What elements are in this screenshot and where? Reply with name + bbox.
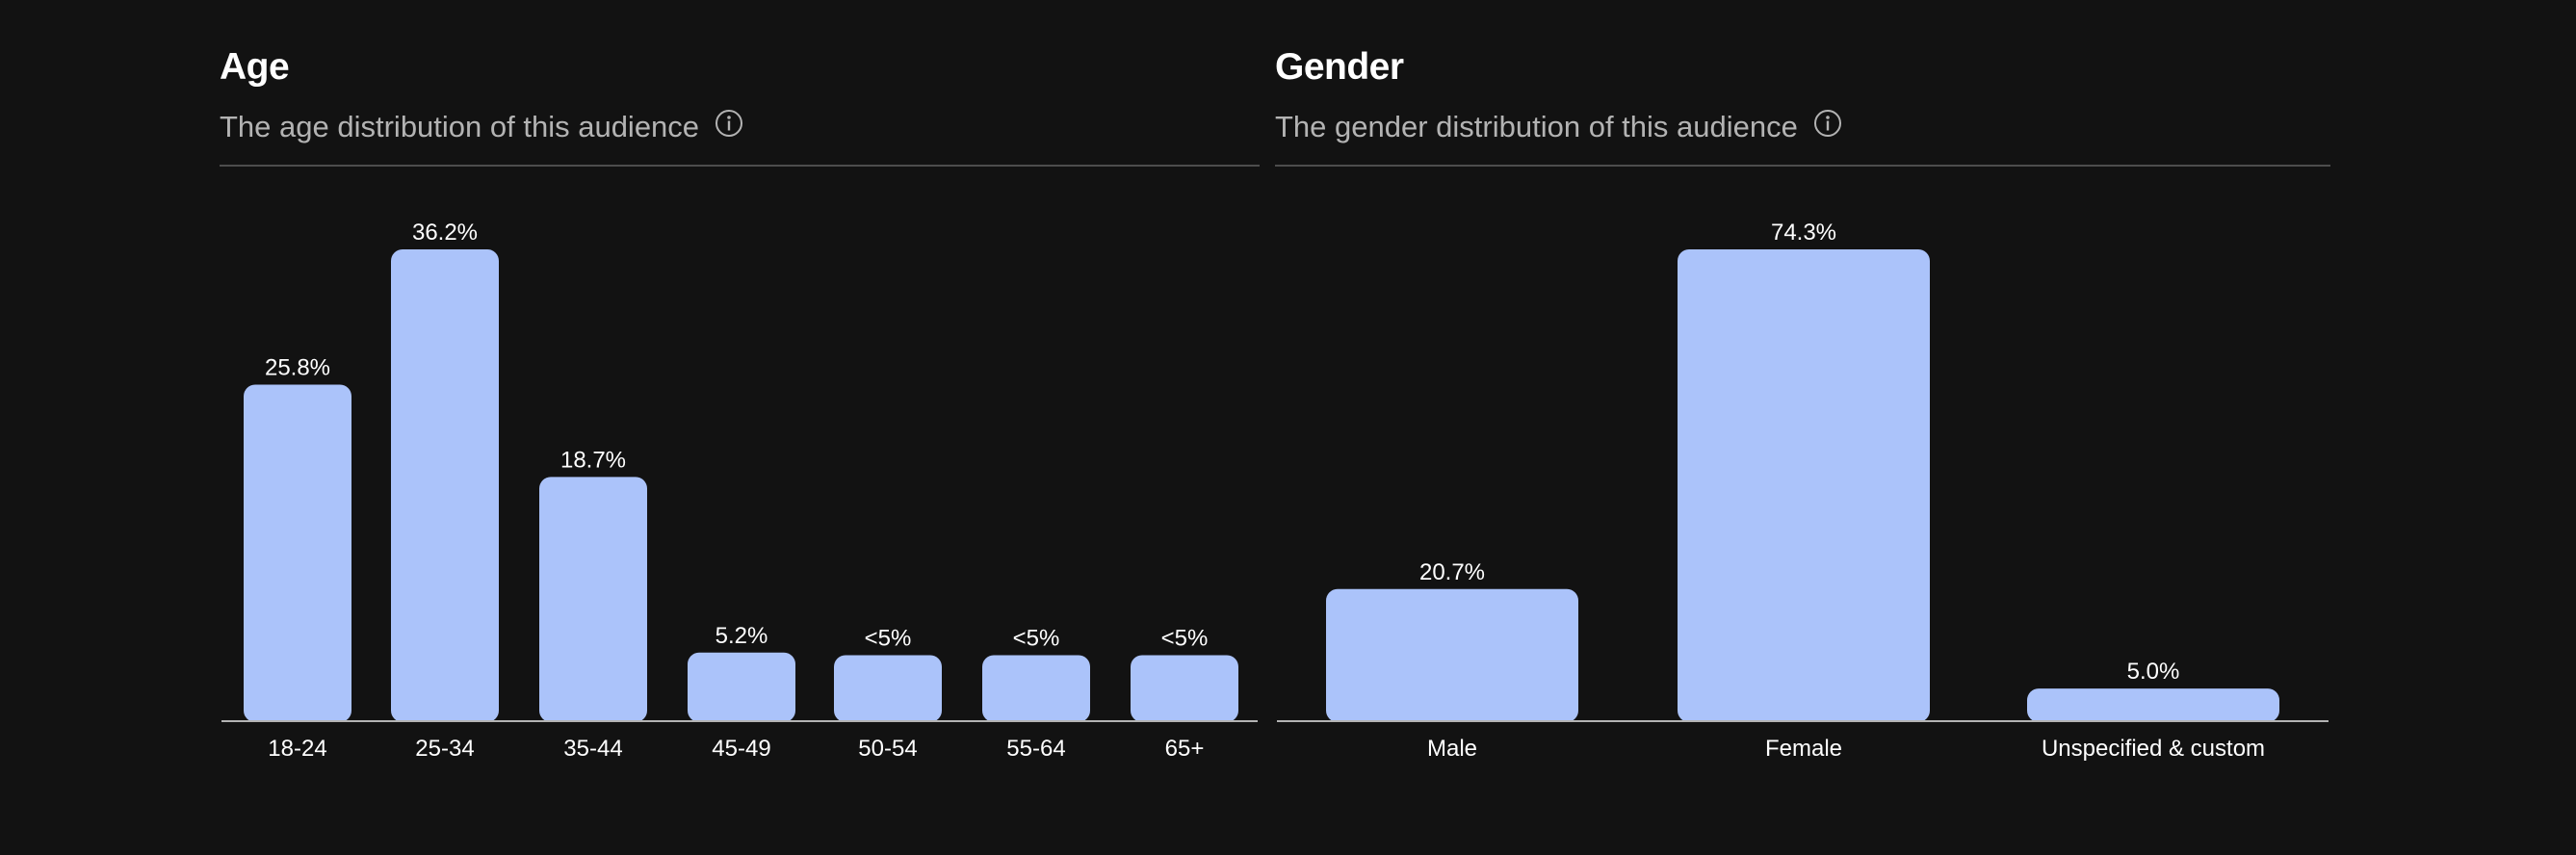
gender-value-label: 74.3% (1771, 220, 1836, 246)
age-value-label: <5% (865, 625, 912, 651)
age-category-label: 55-64 (1006, 736, 1065, 762)
age-value-label: 36.2% (412, 220, 478, 246)
gender-bar[interactable] (1326, 588, 1578, 722)
age-panel: Age The age distribution of this audienc… (220, 0, 1260, 855)
gender-panel: Gender The gender distribution of this a… (1275, 0, 2330, 855)
age-category-label: 35-44 (563, 736, 622, 762)
age-value-label: <5% (1161, 625, 1209, 651)
gender-subtitle-row: The gender distribution of this audience (1275, 110, 1842, 144)
age-category-label: 45-49 (712, 736, 770, 762)
age-chart: 25.8% 18-24 36.2% 25-34 18.7% 35-44 5.2% 45-49 <… (221, 220, 1258, 762)
gender-subtitle: The gender distribution of this audience (1275, 110, 1798, 143)
gender-title: Gender (1275, 46, 1404, 88)
gender-value-label: 5.0% (2127, 659, 2180, 685)
gender-bar[interactable] (1678, 249, 1930, 722)
age-subtitle-row: The age distribution of this audience (220, 110, 743, 144)
age-title: Age (220, 46, 290, 88)
age-category-label: 65+ (1165, 736, 1205, 762)
age-bar[interactable] (539, 477, 647, 722)
age-bar[interactable] (244, 384, 351, 722)
gender-category-label: Unspecified & custom (2042, 736, 2265, 762)
gender-category-label: Male (1427, 736, 1477, 762)
age-category-label: 18-24 (268, 736, 326, 762)
age-divider (220, 165, 1260, 167)
gender-category-label: Female (1765, 736, 1842, 762)
age-subtitle: The age distribution of this audience (220, 110, 700, 143)
age-value-label: 25.8% (265, 354, 330, 380)
info-circle-icon[interactable] (715, 109, 743, 138)
gender-chart: 20.7% Male 74.3% Female 5.0% Unspecified & cu… (1277, 220, 2329, 762)
age-bar[interactable] (982, 655, 1090, 722)
gender-divider (1275, 165, 2330, 167)
age-value-label: 18.7% (560, 447, 626, 473)
age-value-label: <5% (1013, 625, 1060, 651)
age-bar[interactable] (688, 652, 795, 722)
age-bar[interactable] (391, 249, 499, 722)
age-category-label: 25-34 (415, 736, 474, 762)
age-value-label: 5.2% (716, 623, 768, 649)
age-bar[interactable] (834, 655, 942, 722)
info-circle-icon[interactable] (1813, 109, 1842, 138)
gender-bar[interactable] (2027, 688, 2279, 722)
age-bar[interactable] (1131, 655, 1238, 722)
age-category-label: 50-54 (858, 736, 917, 762)
gender-value-label: 20.7% (1419, 559, 1485, 585)
